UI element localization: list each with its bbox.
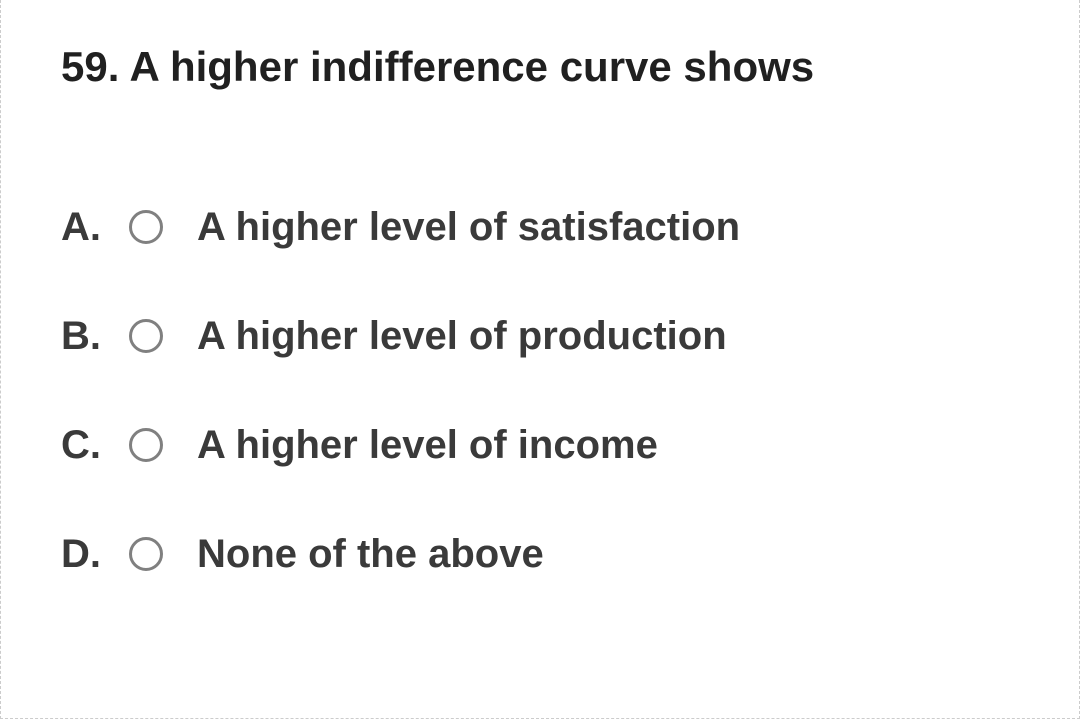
radio-button-a[interactable] [129, 210, 163, 244]
option-letter: C. [61, 423, 109, 468]
option-text: None of the above [197, 532, 544, 577]
option-text: A higher level of production [197, 314, 727, 359]
option-row-a[interactable]: A. A higher level of satisfaction [61, 205, 1019, 250]
options-list: A. A higher level of satisfaction B. A h… [61, 205, 1019, 577]
radio-button-d[interactable] [129, 537, 163, 571]
option-row-c[interactable]: C. A higher level of income [61, 423, 1019, 468]
option-row-d[interactable]: D. None of the above [61, 532, 1019, 577]
option-letter: D. [61, 532, 109, 577]
option-letter: B. [61, 314, 109, 359]
question-title: 59. A higher indifference curve shows [61, 40, 1019, 95]
question-number: 59. [61, 43, 119, 90]
radio-button-c[interactable] [129, 428, 163, 462]
option-text: A higher level of satisfaction [197, 205, 740, 250]
option-row-b[interactable]: B. A higher level of production [61, 314, 1019, 359]
question-text: A higher indifference curve shows [130, 43, 815, 90]
option-letter: A. [61, 205, 109, 250]
radio-button-b[interactable] [129, 319, 163, 353]
option-text: A higher level of income [197, 423, 658, 468]
